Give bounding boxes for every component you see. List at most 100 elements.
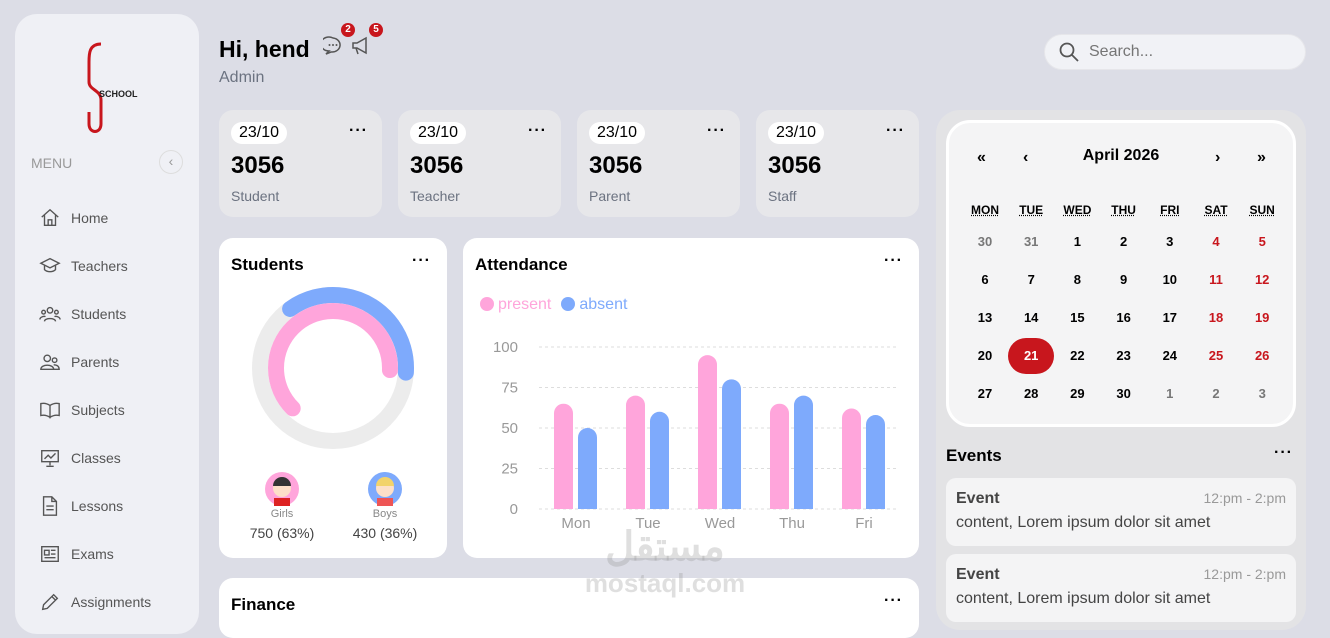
calendar-day[interactable]: 30: [1116, 386, 1131, 401]
more-options-button[interactable]: ···: [707, 122, 726, 139]
calendar-day[interactable]: 28: [1023, 386, 1039, 401]
search-box[interactable]: [1044, 34, 1306, 70]
calendar-day[interactable]: 21: [1008, 338, 1055, 374]
sidebar-item-lessons[interactable]: Lessons: [39, 494, 123, 518]
graduation-cap-icon: [39, 257, 61, 273]
calendar-day[interactable]: 4: [1212, 234, 1220, 249]
more-options-button[interactable]: ···: [884, 592, 903, 609]
students-card: Students ··· Girls 750 (63%) Boys 430 (3…: [219, 238, 447, 558]
x-tick-label: Mon: [561, 515, 590, 532]
calendar-day[interactable]: 12: [1254, 272, 1270, 287]
school-logo: SCHOOL: [87, 42, 138, 133]
more-options-button[interactable]: ···: [412, 252, 431, 269]
calendar-day[interactable]: 22: [1070, 348, 1085, 363]
calendar-day[interactable]: 23: [1116, 348, 1131, 363]
calendar-day[interactable]: 14: [1023, 310, 1039, 325]
calendar-title: April 2026: [1082, 147, 1160, 164]
sidebar-item-parents[interactable]: Parents: [39, 350, 119, 374]
bar-present-tue[interactable]: [626, 395, 645, 509]
search-icon: [1059, 42, 1079, 62]
presentation-icon: [41, 449, 59, 467]
sidebar-item-label: Lessons: [71, 498, 124, 514]
calendar-day[interactable]: 25: [1208, 348, 1224, 363]
more-options-button[interactable]: ···: [1274, 444, 1293, 461]
bar-absent-mon[interactable]: [578, 428, 597, 509]
announcements-badge: 5: [369, 23, 383, 37]
x-tick-label: Thu: [779, 515, 805, 532]
calendar-day[interactable]: 7: [1027, 272, 1035, 287]
user-role: Admin: [219, 69, 265, 86]
sidebar-item-home[interactable]: Home: [39, 206, 108, 230]
stat-card-parent: 23/10 ··· 3056 Parent: [577, 110, 740, 217]
chart-legend: present absent: [480, 296, 627, 314]
menu-label: MENU: [31, 155, 73, 171]
calendar-day[interactable]: 2: [1119, 234, 1128, 249]
calendar-day[interactable]: 15: [1070, 310, 1085, 325]
watermark: مستقل mostaql.com: [584, 525, 746, 598]
calendar-day[interactable]: 17: [1162, 310, 1178, 325]
next-month-button[interactable]: ›: [1215, 149, 1221, 166]
stat-date: 23/10: [410, 122, 467, 144]
messages-badge: 2: [341, 23, 355, 37]
message-icon[interactable]: [323, 36, 343, 56]
calendar-day[interactable]: 13: [977, 310, 993, 325]
sidebar-item-assignments[interactable]: Assignments: [39, 590, 151, 614]
sidebar-item-subjects[interactable]: Subjects: [39, 398, 125, 422]
calendar-day[interactable]: 24: [1162, 348, 1178, 363]
calendar-day[interactable]: 16: [1116, 310, 1131, 325]
bar-absent-fri[interactable]: [866, 415, 885, 509]
calendar-day[interactable]: 19: [1254, 310, 1270, 325]
calendar-day[interactable]: 2: [1212, 386, 1220, 401]
calendar-day[interactable]: 20: [977, 348, 993, 363]
calendar-day[interactable]: 3: [1258, 386, 1266, 401]
attendance-title: Attendance: [475, 255, 568, 274]
x-tick-label: Fri: [855, 515, 873, 532]
event-item[interactable]: Event 12:pm - 2:pm content, Lorem ipsum do…: [946, 554, 1296, 622]
weekday-header: THU: [1111, 203, 1136, 217]
weekday-header: SUN: [1249, 203, 1275, 217]
calendar-day[interactable]: 29: [1070, 386, 1085, 401]
bar-absent-tue[interactable]: [650, 411, 669, 509]
bar-present-wed[interactable]: [698, 355, 717, 509]
event-item[interactable]: Event 12:pm - 2:pm content, Lorem ipsum do…: [946, 478, 1296, 546]
collapse-sidebar-button[interactable]: ‹: [159, 150, 183, 174]
calendar-day[interactable]: 27: [977, 386, 993, 401]
calendar-day[interactable]: 1: [1166, 386, 1174, 401]
bar-present-thu[interactable]: [770, 403, 789, 509]
sidebar-item-teachers[interactable]: Teachers: [39, 254, 128, 278]
next-year-button[interactable]: »: [1257, 149, 1266, 166]
calendar-day[interactable]: 30: [977, 234, 993, 249]
legend-present[interactable]: present: [480, 296, 551, 314]
calendar-day[interactable]: 18: [1208, 310, 1224, 325]
calendar-day[interactable]: 26: [1254, 348, 1270, 363]
calendar-day[interactable]: 3: [1166, 234, 1174, 249]
calendar-day[interactable]: 31: [1023, 234, 1039, 249]
prev-month-button[interactable]: ‹: [1023, 149, 1029, 166]
sidebar-item-exams[interactable]: Exams: [39, 542, 114, 566]
calendar-day[interactable]: 9: [1119, 272, 1128, 287]
more-options-button[interactable]: ···: [528, 122, 547, 139]
calendar: « ‹ April 2026 › » MON TUE WED THU FRI SAT SUN…: [946, 120, 1296, 427]
bar-present-fri[interactable]: [842, 408, 861, 509]
calendar-day[interactable]: 8: [1073, 272, 1081, 287]
bar-absent-wed[interactable]: [722, 379, 741, 509]
stat-date: 23/10: [231, 122, 288, 144]
home-icon: [41, 208, 59, 227]
events-title: Events: [946, 446, 1002, 465]
prev-year-button[interactable]: «: [977, 149, 986, 166]
search-input[interactable]: [1089, 43, 1289, 61]
more-options-button[interactable]: ···: [349, 122, 368, 139]
more-options-button[interactable]: ···: [884, 252, 903, 269]
calendar-day[interactable]: 5: [1258, 234, 1266, 249]
sidebar-item-classes[interactable]: Classes: [39, 446, 121, 470]
bar-absent-thu[interactable]: [794, 395, 813, 509]
calendar-day[interactable]: 10: [1162, 272, 1178, 287]
sidebar-item-students[interactable]: Students: [39, 302, 126, 326]
megaphone-icon[interactable]: [351, 36, 371, 56]
more-options-button[interactable]: ···: [886, 122, 905, 139]
legend-absent[interactable]: absent: [561, 296, 627, 314]
calendar-day[interactable]: 6: [981, 272, 989, 287]
calendar-day[interactable]: 1: [1073, 234, 1081, 249]
calendar-day[interactable]: 11: [1209, 272, 1223, 287]
bar-present-mon[interactable]: [554, 403, 573, 509]
